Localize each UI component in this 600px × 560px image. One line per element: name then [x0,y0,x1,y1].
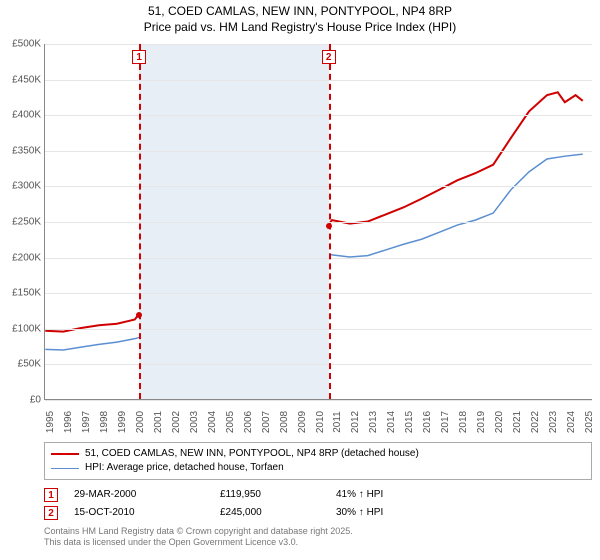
legend-swatch-hpi [51,468,79,469]
x-tick-label: 2006 [243,411,254,433]
sale-marker: 2 [44,506,58,520]
y-tick-label: £300K [1,181,41,192]
sales-row: 2 15-OCT-2010 £245,000 30% ↑ HPI [44,504,592,522]
x-tick-label: 1996 [63,411,74,433]
x-tick-label: 1995 [45,411,56,433]
plot-area: £0£50K£100K£150K£200K£250K£300K£350K£400… [44,44,592,400]
x-tick-label: 2018 [458,411,469,433]
x-tick-label: 2022 [530,411,541,433]
reference-line [329,44,331,399]
title-line-1: 51, COED CAMLAS, NEW INN, PONTYPOOL, NP4… [0,4,600,20]
x-tick-label: 2020 [494,411,505,433]
sale-date: 15-OCT-2010 [74,504,204,522]
y-tick-label: £150K [1,288,41,299]
attribution-line-1: Contains HM Land Registry data © Crown c… [44,526,592,537]
gridline [45,80,592,81]
gridline [45,364,592,365]
gridline [45,186,592,187]
y-tick-label: £500K [1,39,41,50]
sale-price: £245,000 [220,504,320,522]
x-tick-label: 2001 [153,411,164,433]
gridline [45,400,592,401]
sale-marker: 1 [44,488,58,502]
sale-date: 29-MAR-2000 [74,486,204,504]
x-tick-label: 2016 [422,411,433,433]
legend-swatch-property [51,453,79,455]
legend-item-hpi: HPI: Average price, detached house, Torf… [51,461,585,475]
gridline [45,293,592,294]
sale-dot [326,223,332,229]
y-tick-label: £100K [1,323,41,334]
attribution: Contains HM Land Registry data © Crown c… [44,526,592,549]
x-tick-label: 1999 [117,411,128,433]
x-tick-label: 2000 [135,411,146,433]
sale-hpi: 30% ↑ HPI [336,504,456,522]
x-tick-label: 2005 [225,411,236,433]
x-tick-label: 2013 [368,411,379,433]
sales-row: 1 29-MAR-2000 £119,950 41% ↑ HPI [44,486,592,504]
x-tick-label: 2003 [189,411,200,433]
chart-title: 51, COED CAMLAS, NEW INN, PONTYPOOL, NP4… [0,0,600,37]
x-tick-label: 2015 [404,411,415,433]
x-tick-label: 2025 [584,411,595,433]
reference-marker: 2 [322,50,336,64]
x-tick-label: 2019 [476,411,487,433]
x-tick-label: 2014 [386,411,397,433]
gridline [45,222,592,223]
sale-hpi: 41% ↑ HPI [336,486,456,504]
chart-container: 51, COED CAMLAS, NEW INN, PONTYPOOL, NP4… [0,0,600,560]
y-tick-label: £400K [1,110,41,121]
title-line-2: Price paid vs. HM Land Registry's House … [0,20,600,36]
x-tick-label: 2023 [548,411,559,433]
gridline [45,151,592,152]
x-tick-label: 2004 [207,411,218,433]
legend-box: 51, COED CAMLAS, NEW INN, PONTYPOOL, NP4… [44,442,592,480]
y-tick-label: £0 [1,395,41,406]
x-tick-label: 1997 [81,411,92,433]
reference-marker: 1 [132,50,146,64]
legend-label-property: 51, COED CAMLAS, NEW INN, PONTYPOOL, NP4… [85,447,419,461]
x-tick-label: 2024 [566,411,577,433]
attribution-line-2: This data is licensed under the Open Gov… [44,537,592,548]
x-tick-label: 2017 [440,411,451,433]
y-tick-label: £450K [1,74,41,85]
gridline [45,329,592,330]
legend-label-hpi: HPI: Average price, detached house, Torf… [85,461,284,475]
sales-table: 1 29-MAR-2000 £119,950 41% ↑ HPI 2 15-OC… [44,486,592,522]
x-tick-label: 2009 [297,411,308,433]
reference-line [139,44,141,399]
x-tick-label: 2011 [332,411,343,433]
gridline [45,258,592,259]
y-tick-label: £350K [1,145,41,156]
x-tick-label: 2010 [315,411,326,433]
y-tick-label: £50K [1,359,41,370]
x-tick-label: 2021 [512,411,523,433]
gridline [45,115,592,116]
sale-dot [136,312,142,318]
gridline [45,44,592,45]
sale-price: £119,950 [220,486,320,504]
y-tick-label: £250K [1,217,41,228]
x-tick-label: 2007 [261,411,272,433]
x-tick-label: 2012 [350,411,361,433]
legend-item-property: 51, COED CAMLAS, NEW INN, PONTYPOOL, NP4… [51,447,585,461]
x-tick-label: 2002 [171,411,182,433]
x-tick-label: 2008 [279,411,290,433]
x-tick-label: 1998 [99,411,110,433]
y-tick-label: £200K [1,252,41,263]
